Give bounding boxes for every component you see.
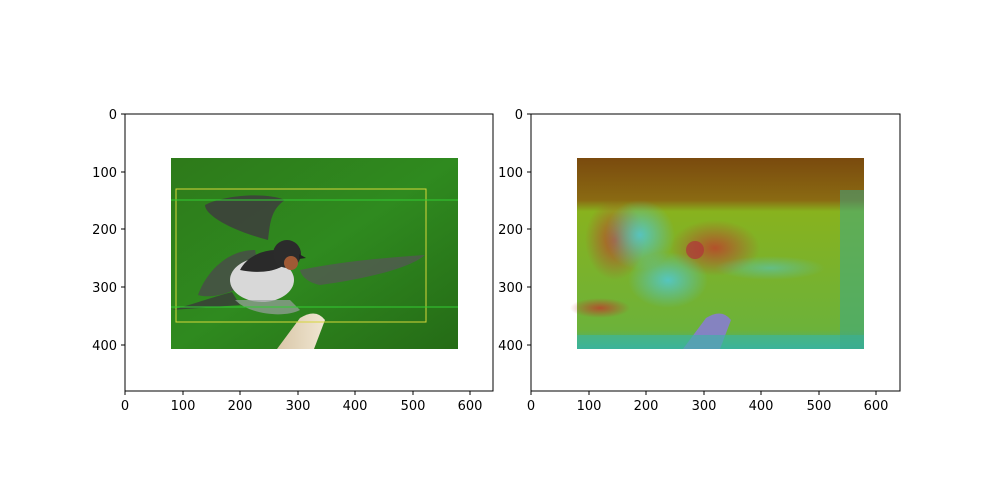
right-y-tick-label: 200 <box>498 223 523 238</box>
left-bird-photo <box>171 158 458 349</box>
right-y-ticks: 0 100 200 300 400 <box>498 108 531 354</box>
left-bird-beak <box>299 254 306 259</box>
right-heat-cyan-wing <box>605 200 675 270</box>
left-x-tick-label: 300 <box>286 399 311 414</box>
right-heatmap-overlay <box>570 158 864 349</box>
left-y-tick-label: 0 <box>109 108 117 123</box>
right-heat-bottom-band <box>577 335 864 349</box>
right-heat-right-edge <box>840 190 864 349</box>
left-y-tick-label: 100 <box>92 166 117 181</box>
right-x-tick-label: 400 <box>749 399 774 414</box>
left-y-tick-label: 400 <box>92 339 117 354</box>
right-x-tick-label: 100 <box>577 399 602 414</box>
left-x-tick-label: 500 <box>401 399 426 414</box>
left-y-ticks: 0 100 200 300 400 <box>92 108 125 354</box>
left-bird-tail <box>172 292 240 310</box>
right-y-tick-label: 100 <box>498 166 523 181</box>
left-x-ticks: 0 100 200 300 400 500 600 <box>121 391 483 414</box>
right-heat-red-region-tail <box>570 298 630 318</box>
left-x-tick-label: 400 <box>343 399 368 414</box>
right-x-ticks: 0 100 200 300 400 500 600 <box>527 391 889 414</box>
left-bird-throat <box>284 256 298 270</box>
right-y-tick-label: 300 <box>498 281 523 296</box>
left-x-tick-label: 100 <box>171 399 196 414</box>
right-y-tick-label: 0 <box>515 108 523 123</box>
left-bird-wing-right <box>300 255 425 285</box>
right-panel: 0 100 200 300 400 500 600 0 100 200 300 … <box>498 108 901 414</box>
right-heat-cyan-right-wing <box>715 256 825 280</box>
right-x-tick-label: 200 <box>634 399 659 414</box>
left-bounding-box <box>175 188 427 323</box>
left-x-tick-label: 600 <box>458 399 483 414</box>
left-bird-wing-upper <box>205 195 285 240</box>
right-x-tick-label: 600 <box>864 399 889 414</box>
left-y-tick-label: 300 <box>92 281 117 296</box>
right-x-tick-label: 300 <box>692 399 717 414</box>
right-heat-head-spot <box>686 241 704 259</box>
right-x-tick-label: 0 <box>527 399 535 414</box>
left-x-tick-label: 0 <box>121 399 129 414</box>
left-y-tick-label: 200 <box>92 223 117 238</box>
left-x-tick-label: 200 <box>228 399 253 414</box>
left-panel: 0 100 200 300 400 500 600 0 100 200 300 … <box>92 108 494 414</box>
right-x-tick-label: 500 <box>807 399 832 414</box>
right-y-tick-label: 400 <box>498 339 523 354</box>
